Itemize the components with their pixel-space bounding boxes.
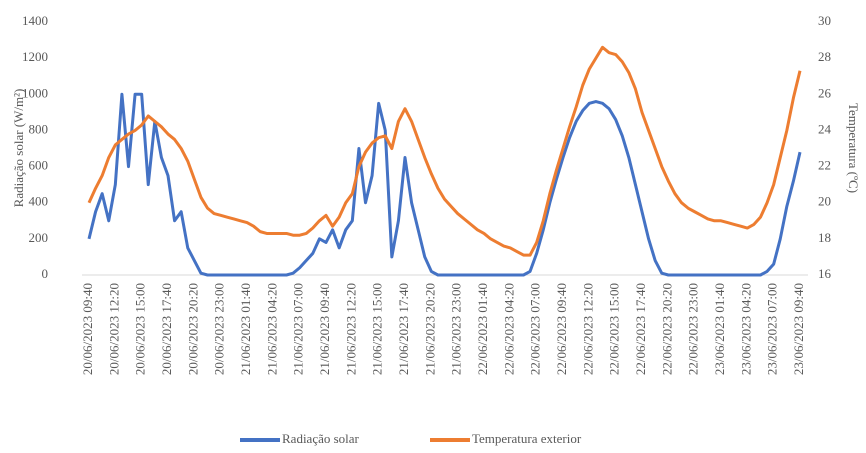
x-tick-label: 22/06/2023 12:20 [580,283,595,375]
x-tick-label: 21/06/2023 17:40 [396,283,411,375]
x-tick-label: 20/06/2023 12:20 [106,283,121,375]
y2-tick-label: 16 [818,266,832,281]
x-tick-label: 20/06/2023 23:00 [212,283,227,375]
x-tick-label: 22/06/2023 15:00 [607,283,622,375]
y-tick-label: 200 [29,230,49,245]
x-tick-label: 21/06/2023 01:40 [238,283,253,375]
y2-tick-label: 24 [818,121,832,136]
y-tick-label: 800 [29,121,49,136]
legend-label: Radiação solar [282,431,360,446]
x-tick-label: 21/06/2023 23:00 [449,283,464,375]
y-tick-label: 400 [29,194,49,209]
x-tick-label: 22/06/2023 04:20 [501,283,516,375]
x-tick-label: 22/06/2023 07:00 [528,283,543,375]
x-tick-label: 23/06/2023 07:00 [765,283,780,375]
y-tick-label: 1000 [22,85,48,100]
series-line [87,45,802,257]
y-tick-label: 1200 [22,49,48,64]
x-tick-label: 21/06/2023 12:20 [343,283,358,375]
x-tick-label: 23/06/2023 04:20 [738,283,753,375]
y2-tick-label: 20 [818,194,831,209]
x-tick-label: 20/06/2023 17:40 [159,283,174,375]
y-tick-label: 600 [29,158,49,173]
x-tick-label: 20/06/2023 09:40 [80,283,95,375]
series-line [87,92,802,277]
x-tick-label: 21/06/2023 15:00 [370,283,385,375]
x-tick-label: 22/06/2023 20:20 [659,283,674,375]
x-tick-label: 21/06/2023 07:00 [291,283,306,375]
y2-tick-label: 30 [818,13,831,28]
x-tick-label: 23/06/2023 01:40 [712,283,727,375]
x-tick-label: 20/06/2023 15:00 [133,283,148,375]
legend-label: Temperatura exterior [472,431,582,446]
y-tick-label: 1400 [22,13,48,28]
x-tick-label: 21/06/2023 20:20 [422,283,437,375]
y2-tick-label: 28 [818,49,831,64]
y-axis-title: Radiação solar (W/m²) [11,89,26,208]
y-tick-label: 0 [42,266,49,281]
x-tick-label: 22/06/2023 17:40 [633,283,648,375]
y2-tick-label: 18 [818,230,831,245]
y2-tick-label: 22 [818,158,831,173]
x-tick-label: 22/06/2023 23:00 [686,283,701,375]
x-tick-label: 22/06/2023 01:40 [475,283,490,375]
x-tick-label: 21/06/2023 09:40 [317,283,332,375]
y2-tick-label: 26 [818,85,832,100]
y2-axis-title: Temperatura (ºC) [846,103,861,193]
x-tick-label: 23/06/2023 09:40 [791,283,806,375]
x-tick-label: 22/06/2023 09:40 [554,283,569,375]
x-tick-label: 21/06/2023 04:20 [264,283,279,375]
x-tick-label: 20/06/2023 20:20 [185,283,200,375]
